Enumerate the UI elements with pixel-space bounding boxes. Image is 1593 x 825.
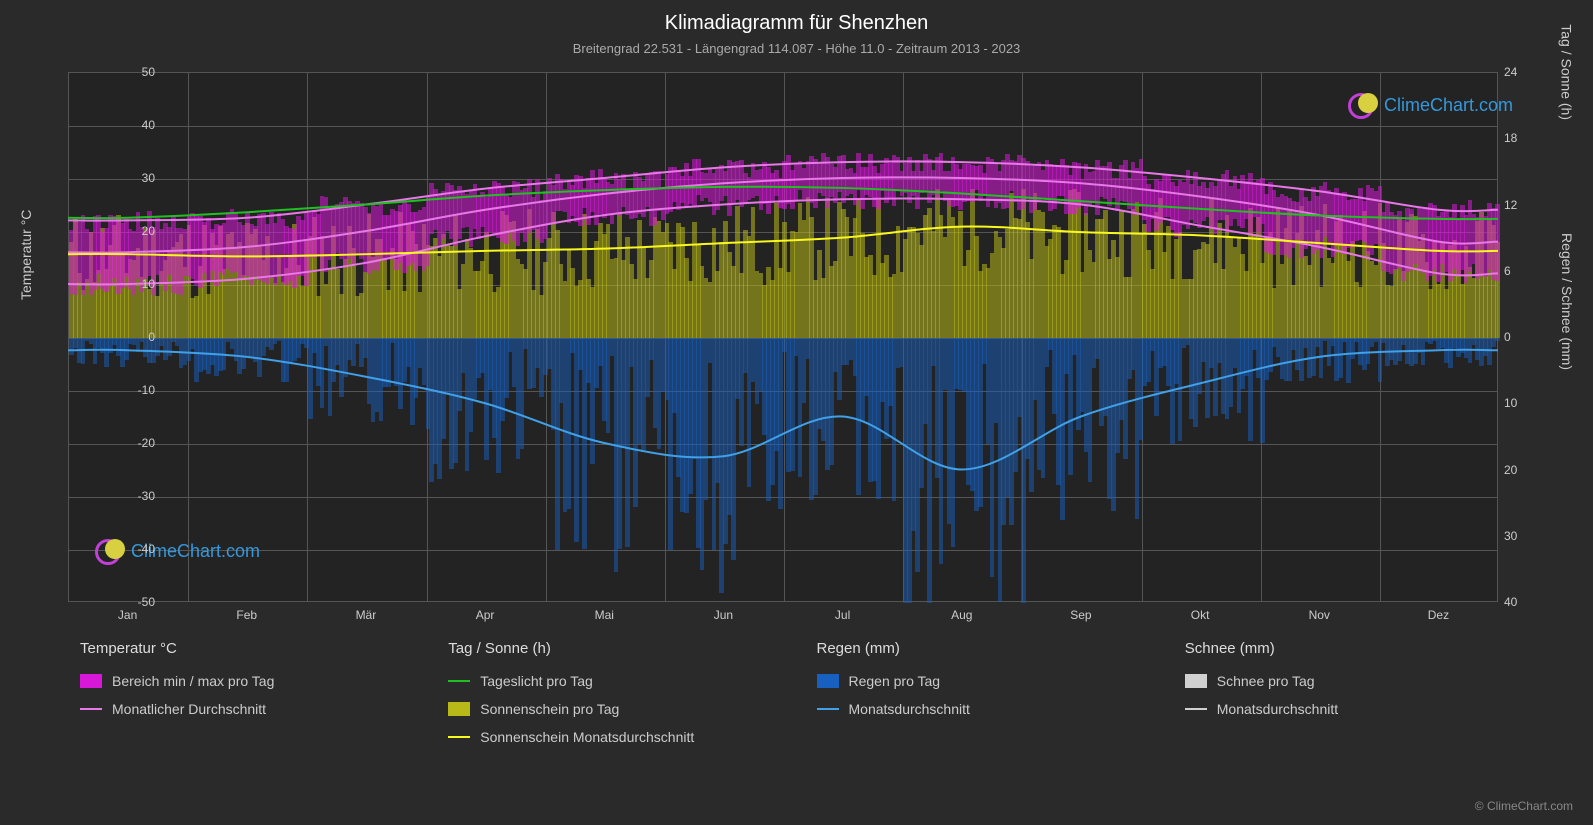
ytick-left: 0 bbox=[105, 330, 155, 344]
plot-background bbox=[68, 72, 1498, 602]
legend-line-icon bbox=[448, 680, 470, 682]
legend-item: Monatlicher Durchschnitt bbox=[80, 701, 428, 717]
legend-label: Schnee pro Tag bbox=[1217, 673, 1315, 689]
ytick-left: -40 bbox=[105, 542, 155, 556]
xtick-month: Okt bbox=[1170, 608, 1230, 622]
legend-label: Monatsdurchschnitt bbox=[1217, 701, 1338, 717]
y-axis-right-bot-label: Regen / Schnee (mm) bbox=[1559, 233, 1575, 370]
xtick-month: Apr bbox=[455, 608, 515, 622]
y-axis-left-label: Temperatur °C bbox=[18, 210, 34, 300]
legend-column: Regen (mm) Regen pro Tag Monatsdurchschnit… bbox=[817, 640, 1165, 745]
chart-subtitle: Breitengrad 22.531 - Längengrad 114.087 … bbox=[0, 35, 1593, 64]
ytick-left: -30 bbox=[105, 489, 155, 503]
legend-label: Tageslicht pro Tag bbox=[480, 673, 593, 689]
ytick-right-top: 12 bbox=[1504, 198, 1554, 212]
legend-label: Sonnenschein pro Tag bbox=[480, 701, 619, 717]
xtick-month: Sep bbox=[1051, 608, 1111, 622]
legend-line-icon bbox=[1185, 708, 1207, 710]
chart-title: Klimadiagramm für Shenzhen bbox=[0, 0, 1593, 35]
xtick-month: Nov bbox=[1289, 608, 1349, 622]
copyright-text: © ClimeChart.com bbox=[1475, 799, 1573, 813]
ytick-right-bot: 30 bbox=[1504, 529, 1554, 543]
xtick-month: Dez bbox=[1408, 608, 1468, 622]
xtick-month: Mai bbox=[574, 608, 634, 622]
legend-item: Regen pro Tag bbox=[817, 673, 1165, 689]
chart-area bbox=[68, 72, 1498, 602]
ytick-right-bot: 40 bbox=[1504, 595, 1554, 609]
ytick-left: -20 bbox=[105, 436, 155, 450]
ytick-right-top: 18 bbox=[1504, 131, 1554, 145]
legend-swatch-icon bbox=[817, 674, 839, 688]
legend: Temperatur °C Bereich min / max pro Tag Mo… bbox=[80, 640, 1533, 745]
ytick-left: 20 bbox=[105, 224, 155, 238]
legend-item: Bereich min / max pro Tag bbox=[80, 673, 428, 689]
legend-line-icon bbox=[80, 708, 102, 710]
legend-item: Monatsdurchschnitt bbox=[1185, 701, 1533, 717]
ytick-right-top: 24 bbox=[1504, 65, 1554, 79]
legend-column: Tag / Sonne (h) Tageslicht pro Tag Sonnens… bbox=[448, 640, 796, 745]
brand-text: ClimeChart.com bbox=[1384, 95, 1513, 116]
xtick-month: Jun bbox=[693, 608, 753, 622]
legend-item: Tageslicht pro Tag bbox=[448, 673, 796, 689]
brand-icon bbox=[1348, 90, 1378, 120]
xtick-month: Aug bbox=[932, 608, 992, 622]
legend-column: Schnee (mm) Schnee pro Tag Monatsdurchschn… bbox=[1185, 640, 1533, 745]
y-axis-right-top-label: Tag / Sonne (h) bbox=[1559, 24, 1575, 120]
legend-line-icon bbox=[817, 708, 839, 710]
ytick-left: -10 bbox=[105, 383, 155, 397]
ytick-left: 30 bbox=[105, 171, 155, 185]
legend-item: Monatsdurchschnitt bbox=[817, 701, 1165, 717]
legend-header: Schnee (mm) bbox=[1185, 640, 1533, 657]
legend-label: Monatlicher Durchschnitt bbox=[112, 701, 266, 717]
watermark-top: ClimeChart.com bbox=[1348, 90, 1513, 120]
legend-header: Temperatur °C bbox=[80, 640, 428, 657]
legend-item: Sonnenschein Monatsdurchschnitt bbox=[448, 729, 796, 745]
ytick-left: -50 bbox=[105, 595, 155, 609]
legend-swatch-icon bbox=[80, 674, 102, 688]
ytick-left: 40 bbox=[105, 118, 155, 132]
legend-label: Monatsdurchschnitt bbox=[849, 701, 970, 717]
legend-label: Regen pro Tag bbox=[849, 673, 941, 689]
legend-label: Sonnenschein Monatsdurchschnitt bbox=[480, 729, 694, 745]
xtick-month: Mär bbox=[336, 608, 396, 622]
legend-line-icon bbox=[448, 736, 470, 738]
legend-item: Schnee pro Tag bbox=[1185, 673, 1533, 689]
ytick-right-top: 0 bbox=[1504, 330, 1554, 344]
xtick-month: Feb bbox=[217, 608, 277, 622]
ytick-right-bot: 10 bbox=[1504, 396, 1554, 410]
legend-item: Sonnenschein pro Tag bbox=[448, 701, 796, 717]
legend-swatch-icon bbox=[448, 702, 470, 716]
legend-label: Bereich min / max pro Tag bbox=[112, 673, 274, 689]
legend-swatch-icon bbox=[1185, 674, 1207, 688]
legend-header: Tag / Sonne (h) bbox=[448, 640, 796, 657]
ytick-right-top: 6 bbox=[1504, 264, 1554, 278]
ytick-right-bot: 20 bbox=[1504, 463, 1554, 477]
ytick-left: 50 bbox=[105, 65, 155, 79]
legend-column: Temperatur °C Bereich min / max pro Tag Mo… bbox=[80, 640, 428, 745]
legend-header: Regen (mm) bbox=[817, 640, 1165, 657]
ytick-left: 10 bbox=[105, 277, 155, 291]
xtick-month: Jul bbox=[813, 608, 873, 622]
xtick-month: Jan bbox=[98, 608, 158, 622]
